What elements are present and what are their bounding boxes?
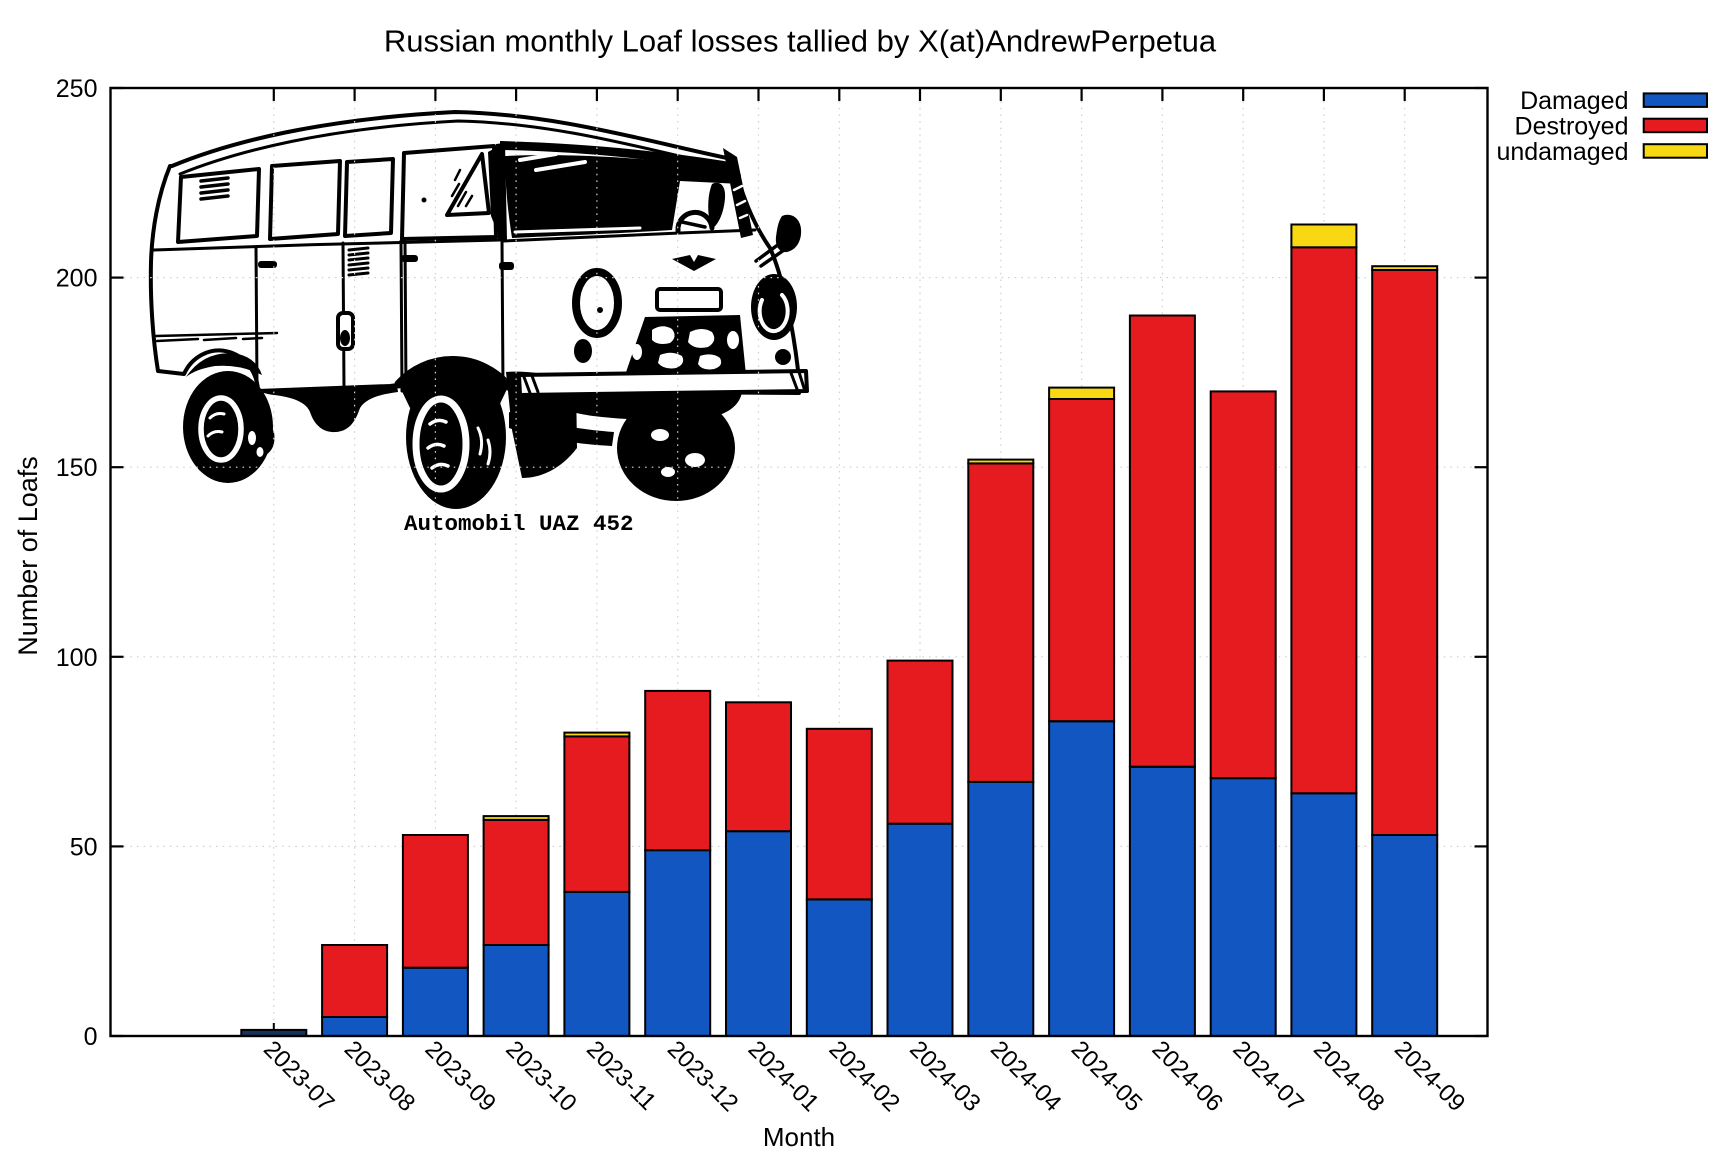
svg-text:Destroyed: Destroyed — [1515, 113, 1629, 141]
svg-text:100: 100 — [56, 644, 98, 672]
svg-text:Month: Month — [763, 1122, 835, 1152]
svg-text:Number of Loafs: Number of Loafs — [13, 456, 43, 656]
svg-text:Automobil UAZ 452: Automobil UAZ 452 — [404, 511, 634, 537]
svg-text:50: 50 — [70, 833, 98, 861]
svg-text:undamaged: undamaged — [1496, 138, 1628, 166]
svg-text:200: 200 — [56, 265, 98, 293]
svg-text:Russian monthly Loaf losses ta: Russian monthly Loaf losses tallied by X… — [384, 24, 1217, 59]
svg-text:0: 0 — [84, 1023, 98, 1051]
svg-text:250: 250 — [56, 75, 98, 103]
svg-text:150: 150 — [56, 454, 98, 482]
svg-text:Damaged: Damaged — [1520, 87, 1628, 115]
